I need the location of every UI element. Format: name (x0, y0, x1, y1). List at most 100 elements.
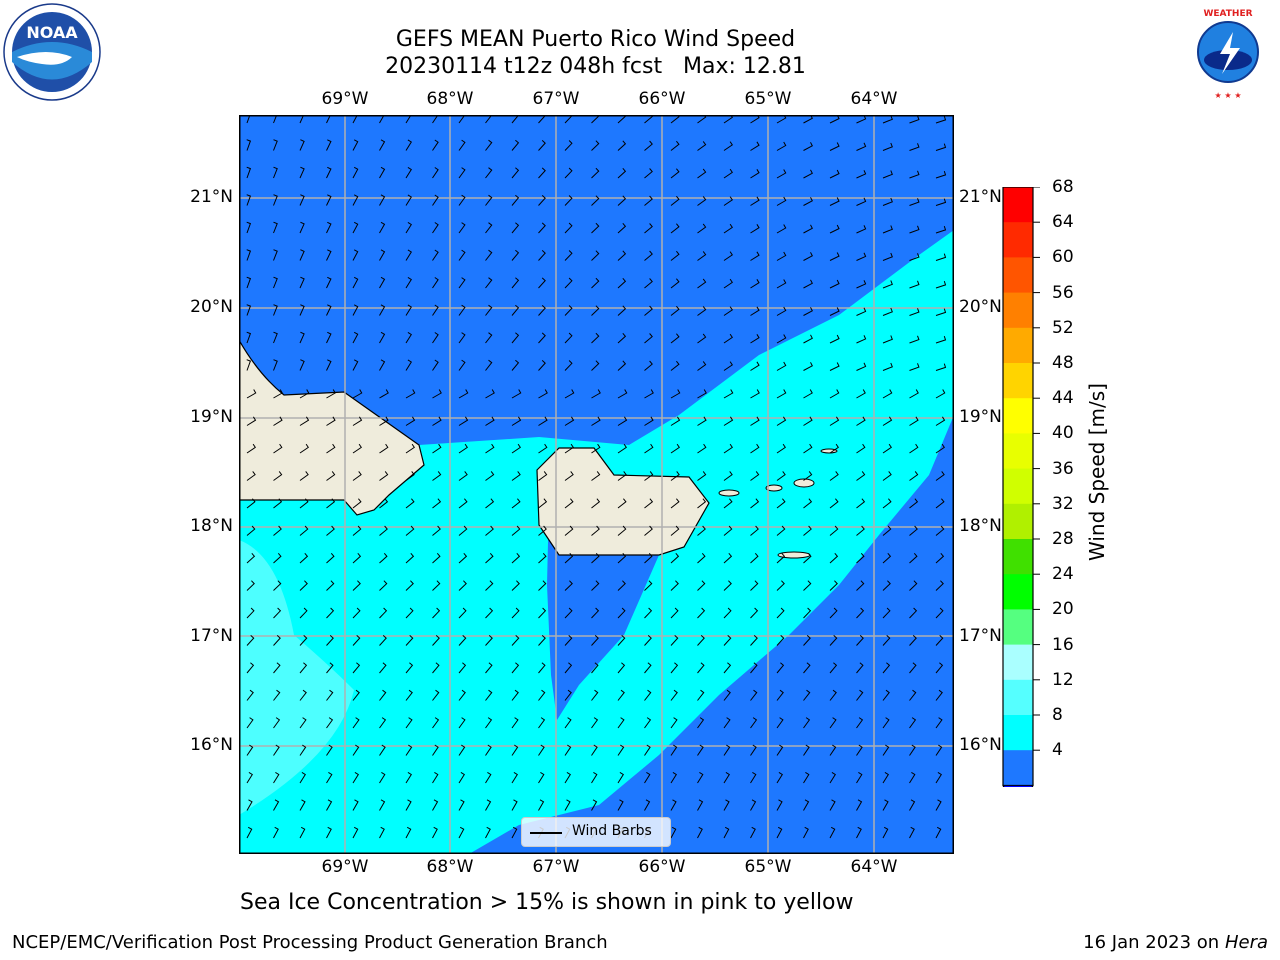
wind-barb (591, 635, 599, 646)
wind-barb (432, 389, 442, 399)
wind-barb (856, 607, 865, 619)
wind-barb (882, 443, 892, 454)
wind-barb (856, 443, 866, 454)
wind-barb (909, 143, 920, 151)
wind-barb (379, 471, 389, 481)
wind-barb (273, 498, 283, 509)
wind-barb (273, 689, 281, 701)
wind-barb (723, 635, 732, 646)
wind-barb (829, 307, 840, 316)
wind-barb (564, 416, 575, 426)
wind-barb (591, 771, 598, 784)
wind-barb (485, 471, 495, 481)
wind-barb (432, 443, 442, 454)
wind-barb (670, 799, 677, 811)
wind-barb (432, 249, 439, 261)
lon-label-bottom: 66°W (638, 857, 686, 877)
wind-barb (829, 799, 836, 811)
wind-barb (644, 416, 654, 426)
wind-barb (935, 826, 942, 839)
wind-barb (935, 253, 947, 261)
wind-barb (909, 335, 920, 344)
wind-barb (750, 744, 757, 756)
wind-barb (379, 717, 387, 729)
wind-barb (326, 389, 336, 399)
wind-barb (511, 359, 520, 371)
wind-barb (750, 717, 758, 729)
wind-barb (326, 471, 336, 481)
wind-barb (326, 635, 334, 646)
wind-barb (511, 607, 520, 619)
wind-barb (644, 552, 653, 564)
wind-barb (723, 278, 733, 289)
wind-barb (458, 580, 467, 591)
wind-barb (591, 717, 599, 729)
wind-barb (458, 799, 465, 811)
lat-label-left: 19°N (190, 407, 233, 427)
wind-barb (352, 525, 362, 536)
wind-barb (432, 304, 439, 316)
lon-label-top: 64°W (850, 89, 898, 109)
wind-barb (935, 170, 947, 179)
wind-barb (379, 498, 389, 509)
wind-barb (538, 552, 547, 564)
wind-barb (352, 717, 360, 729)
wind-barb (299, 471, 309, 481)
wind-barb (697, 306, 707, 316)
lat-label-left: 20°N (190, 297, 233, 317)
wind-barb (273, 249, 278, 261)
wind-barb (273, 580, 282, 591)
wind-barb (803, 416, 813, 426)
wind-barb (564, 662, 573, 674)
wind-barb (882, 771, 889, 784)
wind-barb (723, 361, 733, 371)
wind-barb (750, 334, 760, 344)
wind-barb (458, 115, 466, 124)
wind-barb (909, 225, 920, 234)
wind-barb (750, 196, 760, 206)
wind-barb (617, 167, 627, 179)
wind-barb (882, 689, 890, 701)
wind-barb (591, 360, 600, 371)
wind-barb (538, 689, 546, 701)
wind-barb (352, 471, 362, 481)
wind-barb (697, 717, 705, 729)
wind-barb (299, 635, 308, 646)
wind-barb (670, 744, 678, 756)
colorbar-tick: 32 (1052, 493, 1074, 514)
wind-barb (909, 662, 917, 674)
wind-barb (485, 826, 491, 839)
wind-barb (776, 471, 786, 481)
wind-barb (882, 552, 892, 564)
wind-barb (750, 141, 760, 151)
wind-barb (723, 525, 733, 536)
wind-barb (856, 717, 864, 729)
lon-label-top: 66°W (638, 89, 686, 109)
wind-barb (856, 280, 867, 289)
lat-label-left: 21°N (190, 187, 233, 207)
wind-barb (935, 416, 946, 426)
wind-barb (326, 115, 331, 124)
wind-barb (379, 359, 386, 371)
wind-barb (299, 443, 309, 454)
wind-barb (432, 471, 442, 481)
wind-barb (750, 799, 757, 811)
wind-barb (803, 635, 811, 646)
wind-barb (326, 689, 334, 701)
wind-barb (405, 331, 412, 344)
wind-barb (485, 304, 493, 316)
legend-line (530, 832, 562, 834)
wind-barb (379, 552, 388, 564)
wind-barb (564, 717, 572, 729)
wind-barb (511, 222, 520, 234)
wind-barb (326, 525, 335, 536)
wind-barb (803, 771, 810, 784)
wind-barb (591, 525, 600, 536)
wind-barb (299, 359, 305, 371)
wind-barb (644, 771, 651, 784)
wind-barb (511, 717, 519, 729)
wind-barb (909, 826, 915, 839)
wind-barb (697, 607, 706, 619)
wind-barb (935, 771, 942, 784)
wind-barb (352, 115, 358, 124)
